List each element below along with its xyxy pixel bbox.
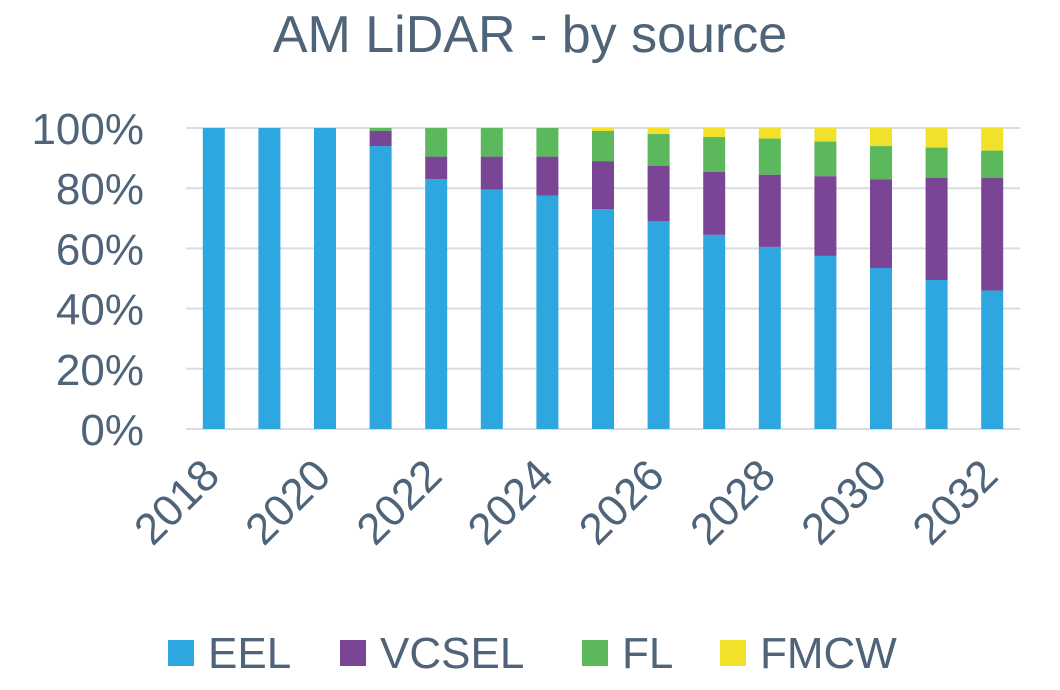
x-tick-label: 2020 [236, 450, 340, 554]
x-axis-ticks: 2018 2020 2022 2024 2026 2028 2030 2032 [125, 450, 1007, 554]
legend-label-fl: FL [622, 629, 673, 678]
legend-label-fmcw: FMCW [760, 629, 897, 678]
bar-eel-2020 [314, 128, 336, 429]
x-tick-label: 2030 [792, 450, 896, 554]
bar-fl-2022 [425, 128, 448, 157]
bar-fl-2021 [369, 128, 392, 132]
bar-vcsel-2031 [925, 177, 948, 281]
legend-label-eel: EEL [208, 629, 291, 678]
x-tick-label: 2018 [125, 450, 229, 554]
bar-fl-2032 [981, 150, 1004, 178]
bar-vcsel-2028 [758, 174, 781, 247]
y-tick-label: 80% [56, 165, 144, 214]
bars [202, 128, 1004, 429]
x-tick-label: 2024 [459, 450, 563, 554]
bar-fmcw-2028 [758, 128, 781, 139]
y-tick-label: 0% [80, 406, 144, 455]
bar-vcsel-2021 [369, 131, 392, 147]
y-tick-label: 60% [56, 225, 144, 274]
bar-vcsel-2025 [592, 161, 614, 210]
bar-eel-2019 [258, 128, 281, 429]
y-tick-label: 20% [56, 346, 144, 395]
bar-vcsel-2030 [870, 179, 892, 268]
bar-fmcw-2032 [981, 128, 1004, 151]
bar-fl-2027 [703, 137, 726, 172]
bar-eel-2024 [536, 195, 559, 429]
bar-eel-2022 [425, 179, 448, 429]
bar-fl-2026 [647, 134, 670, 166]
bar-vcsel-2026 [647, 165, 670, 222]
bar-eel-2032 [981, 290, 1004, 429]
bar-fl-2025 [592, 131, 614, 162]
bar-fmcw-2030 [870, 128, 892, 147]
bar-fmcw-2025 [592, 128, 614, 132]
chart-title: AM LiDAR - by source [273, 6, 787, 64]
legend-swatch-fmcw [720, 640, 746, 666]
bar-eel-2031 [925, 280, 948, 429]
bar-eel-2029 [814, 255, 837, 429]
y-axis-ticks: 0% 20% 40% 60% 80% 100% [31, 105, 144, 455]
legend-swatch-eel [168, 640, 194, 666]
bar-vcsel-2029 [814, 176, 837, 256]
bar-eel-2030 [870, 267, 892, 429]
bar-eel-2025 [592, 209, 614, 429]
y-tick-label: 40% [56, 286, 144, 335]
bar-fmcw-2029 [814, 128, 837, 142]
bar-vcsel-2024 [536, 156, 559, 196]
legend: EEL VCSEL FL FMCW [168, 629, 897, 678]
bar-fl-2024 [536, 128, 559, 157]
y-tick-label: 100% [31, 105, 144, 154]
bar-fl-2030 [870, 146, 892, 180]
legend-swatch-fl [582, 640, 608, 666]
bar-fl-2031 [925, 147, 948, 178]
bar-vcsel-2027 [703, 171, 726, 235]
bar-eel-2027 [703, 234, 726, 429]
legend-label-vcsel: VCSEL [380, 629, 524, 678]
bar-fl-2028 [758, 138, 781, 175]
x-tick-label: 2028 [681, 450, 785, 554]
bar-fmcw-2031 [925, 128, 948, 148]
bar-eel-2023 [480, 189, 503, 429]
bar-vcsel-2022 [425, 156, 448, 180]
bar-fl-2023 [480, 128, 503, 157]
bar-fl-2029 [814, 141, 837, 177]
x-tick-label: 2026 [570, 450, 674, 554]
bar-vcsel-2032 [981, 177, 1004, 291]
bar-fmcw-2027 [703, 128, 726, 138]
bar-eel-2021 [369, 146, 392, 429]
bar-fmcw-2026 [647, 128, 670, 135]
bar-vcsel-2023 [480, 156, 503, 190]
x-tick-label: 2022 [347, 450, 451, 554]
x-tick-label: 2032 [903, 450, 1007, 554]
bar-eel-2018 [202, 128, 225, 429]
legend-swatch-vcsel [340, 640, 366, 666]
bar-eel-2026 [647, 221, 670, 429]
bar-eel-2028 [758, 246, 781, 429]
